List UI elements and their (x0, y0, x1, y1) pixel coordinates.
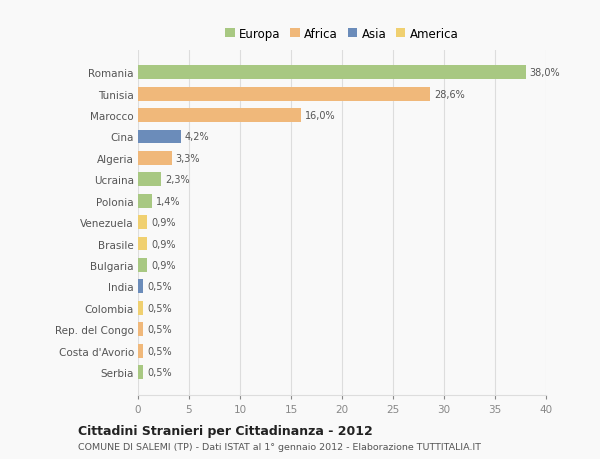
Text: 16,0%: 16,0% (305, 111, 336, 121)
Bar (138, 301, 143, 315)
Bar (138, 344, 143, 358)
Text: 0,5%: 0,5% (147, 367, 172, 377)
Text: 0,5%: 0,5% (147, 346, 172, 356)
Text: COMUNE DI SALEMI (TP) - Dati ISTAT al 1° gennaio 2012 - Elaborazione TUTTITALIA.: COMUNE DI SALEMI (TP) - Dati ISTAT al 1°… (78, 442, 481, 451)
Text: 0,9%: 0,9% (151, 260, 176, 270)
Bar (138, 88, 430, 101)
Bar (138, 365, 143, 379)
Bar (138, 109, 301, 123)
Text: 4,2%: 4,2% (185, 132, 209, 142)
Text: 0,5%: 0,5% (147, 282, 172, 291)
Legend: Europa, Africa, Asia, America: Europa, Africa, Asia, America (223, 25, 461, 43)
Text: 0,9%: 0,9% (151, 218, 176, 228)
Bar (138, 323, 143, 336)
Bar (138, 216, 147, 230)
Bar (138, 151, 172, 166)
Text: 38,0%: 38,0% (530, 68, 560, 78)
Bar (138, 66, 526, 80)
Text: 1,4%: 1,4% (157, 196, 181, 206)
Bar (138, 130, 181, 144)
Bar (138, 237, 147, 251)
Text: 2,3%: 2,3% (166, 175, 190, 185)
Text: 0,5%: 0,5% (147, 303, 172, 313)
Bar (138, 280, 143, 294)
Bar (138, 194, 152, 208)
Bar (138, 258, 147, 272)
Text: 0,5%: 0,5% (147, 325, 172, 335)
Bar (138, 173, 161, 187)
Text: 3,3%: 3,3% (176, 154, 200, 163)
Text: 28,6%: 28,6% (434, 90, 464, 100)
Text: Cittadini Stranieri per Cittadinanza - 2012: Cittadini Stranieri per Cittadinanza - 2… (78, 424, 373, 437)
Text: 0,9%: 0,9% (151, 239, 176, 249)
